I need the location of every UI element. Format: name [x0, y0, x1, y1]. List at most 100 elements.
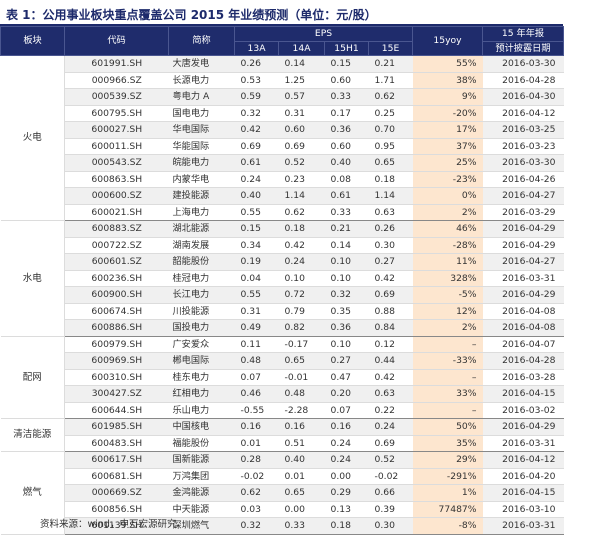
eps-15h1: 0.10 [324, 270, 369, 287]
eps-15e: 0.30 [368, 517, 413, 535]
eps-14a: 0.16 [278, 418, 325, 436]
eps-13a: 0.55 [234, 204, 279, 221]
yoy-growth: 0% [412, 187, 483, 205]
eps-15h1: 0.10 [324, 336, 369, 353]
eps-13a: 0.04 [234, 270, 279, 287]
eps-15h1: 0.00 [324, 468, 369, 485]
col-header-eps: EPS [234, 26, 413, 42]
eps-15e: 0.21 [368, 55, 413, 73]
stock-name: 湖南发展 [168, 237, 235, 254]
stock-code: 000722.SZ [64, 237, 169, 254]
yoy-growth: -291% [412, 468, 483, 485]
eps-13a: 0.69 [234, 138, 279, 155]
table-row: 600900.SH 长江电力 0.55 0.72 0.32 0.69 -5% 2016-04-… [1, 286, 564, 304]
stock-code: 600644.SH [64, 402, 169, 419]
eps-15h1: 0.13 [324, 501, 369, 518]
yoy-growth: 77487% [412, 501, 483, 518]
yoy-growth: -20% [412, 105, 483, 122]
eps-13a: 0.59 [234, 88, 279, 106]
eps-15e: 0.18 [368, 171, 413, 188]
stock-code: 600795.SH [64, 105, 169, 122]
stock-name: 深圳燃气 [168, 517, 235, 535]
table-row: 600644.SH 乐山电力 -0.55 -2.28 0.07 0.22–2016-03-… [1, 402, 564, 419]
table-row: 600681.SH 万鸿集团 -0.02 0.01 0.00 -0.02 -291% 2016… [1, 468, 564, 485]
eps-15e: 0.25 [368, 105, 413, 122]
eps-14a: 0.57 [278, 88, 325, 106]
stock-code: 600883.SZ [64, 220, 169, 238]
stock-name: 桂冠电力 [168, 270, 235, 287]
eps-13a: 0.28 [234, 451, 279, 469]
eps-15h1: 0.08 [324, 171, 369, 188]
eps-14a: 0.65 [278, 352, 325, 370]
stock-code: 600310.SH [64, 369, 169, 386]
table-row: 600011.SH 华能国际 0.69 0.69 0.60 0.95 37% 2016-03-… [1, 138, 564, 155]
stock-name: 万鸿集团 [168, 468, 235, 485]
stock-code: 600011.SH [64, 138, 169, 155]
eps-15h1: 0.24 [324, 451, 369, 469]
table-row: 000539.SZ 粤电力 A 0.59 0.57 0.33 0.62 9% 2016-04-… [1, 88, 564, 106]
eps-15e: 0.42 [368, 369, 413, 386]
stock-name: 皖能电力 [168, 154, 235, 172]
eps-13a: 0.11 [234, 336, 279, 353]
report-date: 2016-03-30 [482, 55, 564, 73]
eps-15e: 0.84 [368, 319, 413, 337]
stock-name: 长江电力 [168, 286, 235, 304]
eps-13a: 0.32 [234, 517, 279, 535]
sector-label: 配网 [0, 336, 65, 419]
table-row: 600483.SH 福能股份 0.01 0.51 0.24 0.69 35% 2016-03-… [1, 435, 564, 452]
table-row: 000600.SZ 建投能源 0.40 1.14 0.61 1.14 0% 2016-04-2… [1, 187, 564, 205]
eps-15h1: 0.24 [324, 435, 369, 452]
stock-code: 600969.SH [64, 352, 169, 370]
eps-15e: 1.14 [368, 187, 413, 205]
eps-14a: 0.00 [278, 501, 325, 518]
report-date: 2016-04-12 [482, 451, 564, 469]
report-date: 2016-04-29 [482, 220, 564, 238]
yoy-growth: -28% [412, 237, 483, 254]
yoy-growth: 2% [412, 319, 483, 337]
eps-15e: 0.27 [368, 253, 413, 271]
eps-15e: 0.95 [368, 138, 413, 155]
eps-15h1: 0.17 [324, 105, 369, 122]
report-date: 2016-03-28 [482, 369, 564, 386]
yoy-growth: 12% [412, 303, 483, 320]
yoy-growth: 25% [412, 154, 483, 172]
report-date: 2016-04-29 [482, 237, 564, 254]
stock-name: 红相电力 [168, 385, 235, 403]
stock-code: 601985.SH [64, 418, 169, 436]
table-row: 300427.SZ 红相电力 0.46 0.48 0.20 0.63 33% 2016-04-… [1, 385, 564, 403]
eps-15e: 0.26 [368, 220, 413, 238]
table-row: 配网 600979.SH 广安爱众 0.11 -0.17 0.10 0.12–2016-04… [0, 336, 564, 419]
eps-15e: 0.39 [368, 501, 413, 518]
eps-15h1: 0.29 [324, 484, 369, 502]
sector-label: 燃气 [0, 451, 65, 535]
eps-13a: 0.16 [234, 418, 279, 436]
eps-15h1: 0.20 [324, 385, 369, 403]
yoy-growth: -33% [412, 352, 483, 370]
table-row: 火电 601991.SH 大唐发电 0.26 0.14 0.15 0.21 55% 2016-0… [0, 55, 564, 221]
eps-15h1: 0.36 [324, 319, 369, 337]
eps-14a: 1.25 [278, 72, 325, 89]
eps-15h1: 0.32 [324, 286, 369, 304]
eps-13a: 0.01 [234, 435, 279, 452]
stock-code: 600863.SH [64, 171, 169, 188]
eps-14a: 0.82 [278, 319, 325, 337]
eps-13a: 0.40 [234, 187, 279, 205]
col-header-14a: 14A [278, 41, 325, 56]
table-row: 600310.SH 桂东电力 0.07 -0.01 0.47 0.42–2016-03-2… [1, 369, 564, 386]
stock-name: 湖北能源 [168, 220, 235, 238]
report-date: 2016-04-15 [482, 484, 564, 502]
stock-code: 600021.SH [64, 204, 169, 221]
eps-13a: 0.46 [234, 385, 279, 403]
eps-15h1: 0.47 [324, 369, 369, 386]
eps-15h1: 0.10 [324, 253, 369, 271]
eps-15h1: 0.33 [324, 204, 369, 221]
col-header-name: 简称 [168, 26, 235, 56]
stock-name: 华电国际 [168, 121, 235, 139]
stock-name: 韶能股份 [168, 253, 235, 271]
yoy-growth: -8% [412, 517, 483, 535]
col-header-sector: 板块 [0, 26, 65, 56]
stock-code: 000966.SZ [64, 72, 169, 89]
eps-13a: 0.49 [234, 319, 279, 337]
report-date: 2016-04-29 [482, 418, 564, 436]
stock-code: 600856.SH [64, 501, 169, 518]
